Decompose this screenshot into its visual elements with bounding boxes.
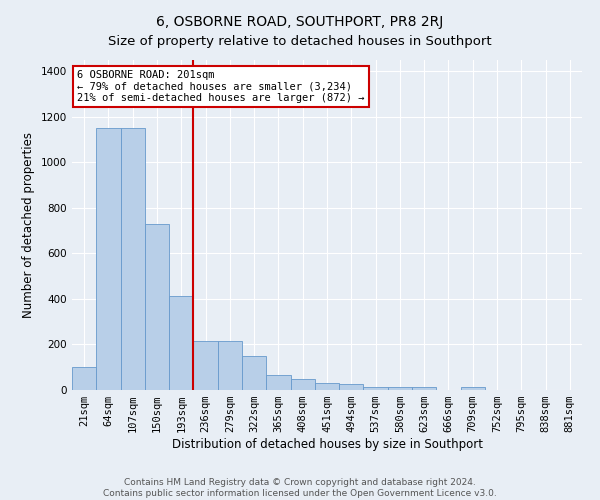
Text: Contains HM Land Registry data © Crown copyright and database right 2024.
Contai: Contains HM Land Registry data © Crown c… (103, 478, 497, 498)
Bar (461, 388, 485, 390)
Bar (193, 341, 218, 390)
Bar (169, 296, 193, 390)
Text: 6, OSBORNE ROAD, SOUTHPORT, PR8 2RJ: 6, OSBORNE ROAD, SOUTHPORT, PR8 2RJ (157, 15, 443, 29)
Bar (218, 341, 242, 390)
Bar (339, 384, 364, 390)
X-axis label: Distribution of detached houses by size in Southport: Distribution of detached houses by size … (172, 438, 482, 451)
Bar (290, 378, 315, 390)
Bar (242, 356, 266, 390)
Bar (121, 128, 145, 390)
Bar (364, 386, 388, 390)
Text: Size of property relative to detached houses in Southport: Size of property relative to detached ho… (108, 35, 492, 48)
Bar (266, 375, 290, 390)
Bar (315, 383, 339, 390)
Bar (96, 128, 121, 390)
Bar (388, 388, 412, 390)
Bar (412, 388, 436, 390)
Text: 6 OSBORNE ROAD: 201sqm
← 79% of detached houses are smaller (3,234)
21% of semi-: 6 OSBORNE ROAD: 201sqm ← 79% of detached… (77, 70, 365, 103)
Y-axis label: Number of detached properties: Number of detached properties (22, 132, 35, 318)
Bar (145, 224, 169, 390)
Bar (72, 367, 96, 390)
